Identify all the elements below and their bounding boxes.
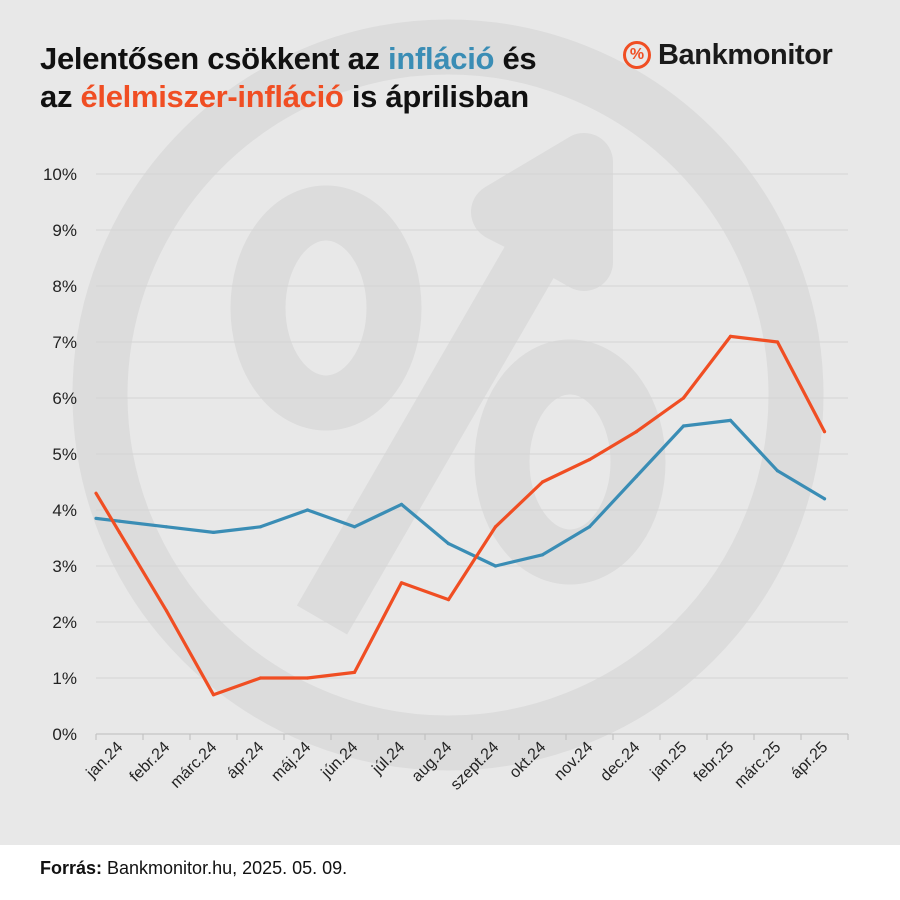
y-tick-label: 10%: [43, 165, 77, 184]
y-tick-label: 6%: [52, 389, 77, 408]
x-tick-label: máj.24: [268, 739, 314, 785]
data-point-inflation: [117, 519, 122, 523]
chart-title: Jelentősen csökkent az infláció és az él…: [40, 40, 537, 116]
grid: [96, 173, 848, 735]
data-point-inflation: [493, 564, 498, 568]
data-point-inflation: [634, 474, 639, 478]
series-line-inflation: [94, 418, 827, 568]
y-tick-label: 4%: [52, 501, 77, 520]
data-point-inflation: [446, 542, 451, 546]
data-point-inflation: [728, 418, 733, 422]
x-tick-label: ápr.24: [224, 739, 268, 783]
y-tick-label: 9%: [52, 221, 77, 240]
percent-logo-icon: %: [623, 41, 651, 69]
y-tick-label: 7%: [52, 333, 77, 352]
x-tick-label: jan.25: [647, 739, 691, 783]
data-point-food_inflation: [399, 581, 404, 585]
title-inflation-highlight: infláció: [388, 41, 495, 76]
data-point-food_inflation: [164, 609, 169, 613]
title-text: az: [40, 79, 81, 114]
chart: 0%1%2%3%4%5%6%7%8%9%10% jan.24 febr.24már…: [43, 19, 849, 794]
brand-name: Bankmonitor: [658, 38, 833, 71]
data-point-food_inflation: [728, 334, 733, 338]
y-tick-label: 5%: [52, 445, 77, 464]
data-point-food_inflation: [117, 530, 122, 535]
data-point-inflation: [681, 424, 686, 428]
x-tick-label: febr.24: [127, 739, 174, 786]
data-point-food_inflation: [305, 676, 310, 680]
percent-watermark-icon: [72, 19, 824, 771]
data-point-food_inflation: [211, 693, 216, 697]
x-tick-label: dec.24: [597, 739, 643, 785]
data-point-food_inflation: [822, 430, 827, 434]
series-inflation: [94, 418, 827, 568]
y-tick-label: 1%: [52, 669, 77, 688]
data-point-food_inflation: [352, 670, 357, 675]
x-tick-label: márc.24: [167, 739, 220, 792]
x-tick-label: jan.24: [83, 739, 127, 783]
data-point-inflation: [164, 525, 169, 529]
title-text: is áprilisban: [343, 79, 529, 114]
data-point-food_inflation: [681, 396, 686, 400]
series-layer: [94, 334, 827, 697]
source-text: Bankmonitor.hu, 2025. 05. 09.: [102, 858, 348, 878]
y-tick-label: 2%: [52, 613, 77, 632]
series-food_inflation: [94, 334, 827, 697]
data-point-food_inflation: [587, 458, 592, 462]
title-text: és: [494, 41, 537, 76]
source-footer: Forrás: Bankmonitor.hu, 2025. 05. 09.: [40, 858, 347, 879]
data-point-food_inflation: [446, 598, 451, 602]
brand-logo: % Bankmonitor: [623, 38, 833, 72]
data-point-inflation: [822, 497, 827, 501]
data-point-inflation: [211, 530, 216, 535]
data-point-food_inflation: [258, 676, 263, 680]
data-point-food_inflation: [540, 480, 545, 484]
data-point-food_inflation: [775, 340, 780, 344]
x-tick-label: febr.25: [691, 739, 738, 786]
data-point-inflation: [352, 525, 357, 529]
y-tick-label: 3%: [52, 557, 77, 576]
x-tick-label: márc.25: [731, 739, 784, 792]
title-text: Jelentősen csökkent az: [40, 41, 389, 76]
data-point-inflation: [305, 508, 310, 512]
y-tick-label: 8%: [52, 277, 77, 296]
title-food-inflation-highlight: élelmiszer-infláció: [80, 79, 344, 114]
data-point-inflation: [587, 525, 592, 529]
data-point-inflation: [540, 553, 545, 557]
chart-card: 0% 1% 2% 3% 4% 5% 6% 7% 8% 9% 10% jan.24 febr.24 már…: [0, 0, 900, 845]
data-point-inflation: [399, 502, 404, 506]
data-point-food_inflation: [493, 525, 498, 529]
source-label: Forrás:: [40, 858, 103, 878]
data-point-inflation: [775, 469, 780, 473]
y-tick-label: 0%: [52, 725, 77, 744]
x-tick-label: ápr.25: [788, 739, 832, 783]
y-axis-ticks: 0% 1% 2% 3% 4% 5% 6% 7% 8% 9% 10%: [43, 165, 77, 744]
data-point-inflation: [258, 525, 263, 529]
data-point-food_inflation: [634, 430, 639, 434]
